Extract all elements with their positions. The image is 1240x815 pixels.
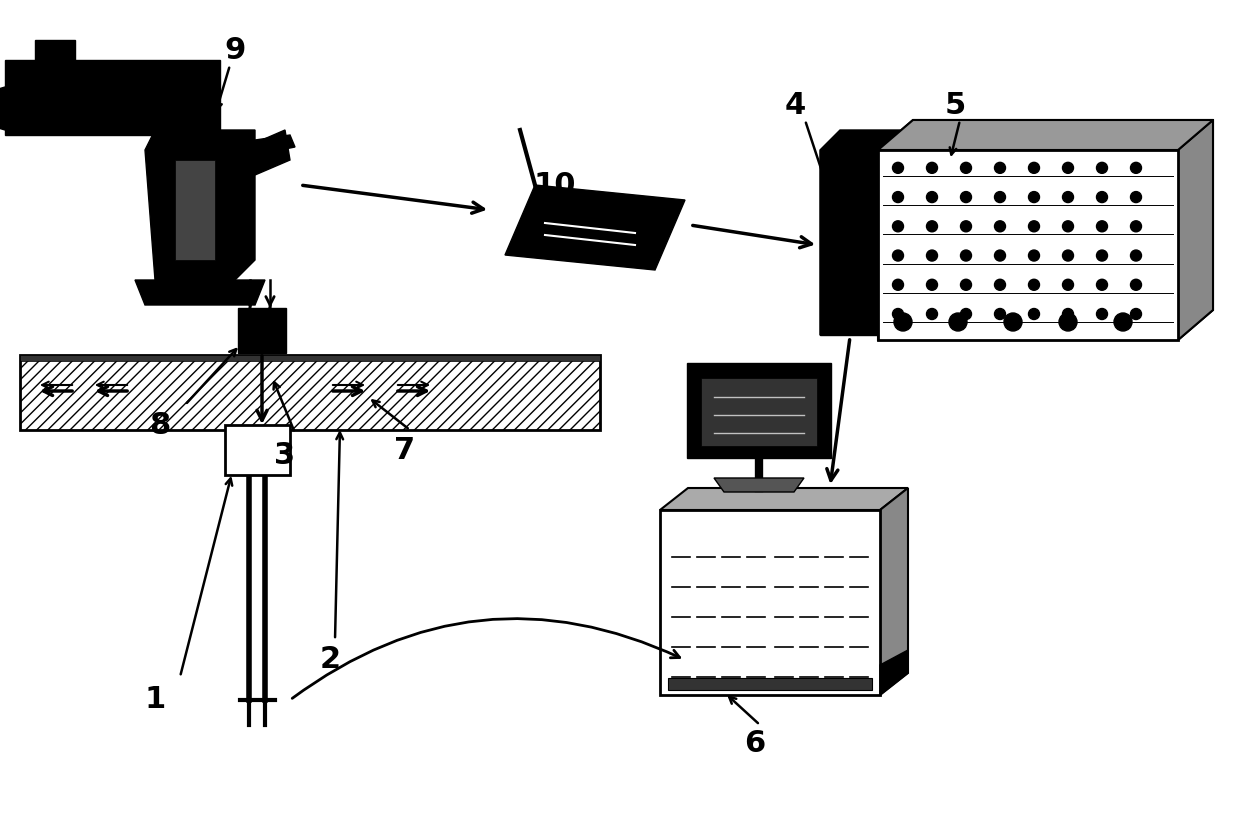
Circle shape [1096, 250, 1107, 261]
Circle shape [994, 221, 1006, 231]
Polygon shape [145, 130, 255, 280]
Circle shape [994, 192, 1006, 203]
Circle shape [1131, 162, 1142, 174]
Circle shape [1131, 280, 1142, 290]
Text: 6: 6 [744, 729, 765, 757]
Circle shape [1028, 280, 1039, 290]
Text: 7: 7 [394, 435, 415, 465]
Circle shape [961, 162, 971, 174]
Polygon shape [255, 135, 295, 155]
Circle shape [961, 192, 971, 203]
Circle shape [926, 280, 937, 290]
FancyBboxPatch shape [238, 308, 286, 353]
Circle shape [1096, 309, 1107, 319]
Polygon shape [880, 488, 908, 695]
Circle shape [1063, 280, 1074, 290]
Circle shape [926, 309, 937, 319]
Circle shape [1059, 313, 1078, 331]
Circle shape [894, 313, 911, 331]
Circle shape [1096, 192, 1107, 203]
Polygon shape [1178, 120, 1213, 340]
Circle shape [961, 250, 971, 261]
Circle shape [961, 221, 971, 231]
Circle shape [893, 250, 904, 261]
Polygon shape [880, 650, 908, 695]
Polygon shape [660, 488, 908, 510]
Polygon shape [175, 160, 215, 260]
Circle shape [926, 221, 937, 231]
Polygon shape [878, 120, 1213, 340]
Circle shape [994, 280, 1006, 290]
Circle shape [961, 309, 971, 319]
Circle shape [926, 192, 937, 203]
Circle shape [994, 250, 1006, 261]
Text: 4: 4 [785, 90, 806, 120]
Circle shape [1131, 221, 1142, 231]
Circle shape [1131, 309, 1142, 319]
Circle shape [1063, 221, 1074, 231]
FancyBboxPatch shape [20, 355, 600, 361]
Text: 2: 2 [320, 645, 341, 675]
Circle shape [893, 221, 904, 231]
Polygon shape [0, 87, 5, 130]
Circle shape [1096, 280, 1107, 290]
Circle shape [1063, 250, 1074, 261]
Circle shape [1131, 250, 1142, 261]
Polygon shape [878, 120, 1213, 150]
Circle shape [1063, 162, 1074, 174]
Circle shape [1004, 313, 1022, 331]
Circle shape [926, 250, 937, 261]
Polygon shape [505, 185, 684, 270]
Polygon shape [714, 478, 804, 492]
Circle shape [1114, 313, 1132, 331]
FancyBboxPatch shape [20, 355, 600, 430]
Circle shape [1096, 221, 1107, 231]
Circle shape [893, 309, 904, 319]
Polygon shape [5, 60, 219, 135]
Circle shape [1063, 192, 1074, 203]
Circle shape [893, 280, 904, 290]
Text: 1: 1 [144, 685, 166, 715]
Polygon shape [255, 130, 290, 175]
Circle shape [893, 162, 904, 174]
Circle shape [926, 162, 937, 174]
Circle shape [949, 313, 967, 331]
Circle shape [1028, 221, 1039, 231]
Polygon shape [701, 378, 817, 446]
FancyBboxPatch shape [224, 425, 290, 475]
Text: 5: 5 [945, 90, 966, 120]
FancyBboxPatch shape [668, 678, 872, 690]
FancyBboxPatch shape [660, 510, 880, 695]
Circle shape [994, 309, 1006, 319]
Circle shape [1063, 309, 1074, 319]
Circle shape [1028, 250, 1039, 261]
Text: 3: 3 [274, 440, 295, 469]
Polygon shape [687, 363, 831, 458]
Circle shape [1028, 162, 1039, 174]
FancyBboxPatch shape [878, 150, 1178, 340]
Text: 8: 8 [149, 411, 171, 439]
Circle shape [1028, 309, 1039, 319]
Circle shape [893, 192, 904, 203]
Polygon shape [820, 130, 900, 335]
Circle shape [1096, 162, 1107, 174]
Circle shape [1028, 192, 1039, 203]
FancyBboxPatch shape [820, 150, 880, 335]
Circle shape [961, 280, 971, 290]
Text: 9: 9 [224, 36, 246, 64]
Text: 10: 10 [533, 170, 577, 200]
Circle shape [1131, 192, 1142, 203]
Polygon shape [35, 40, 74, 60]
Polygon shape [135, 280, 265, 305]
Circle shape [994, 162, 1006, 174]
